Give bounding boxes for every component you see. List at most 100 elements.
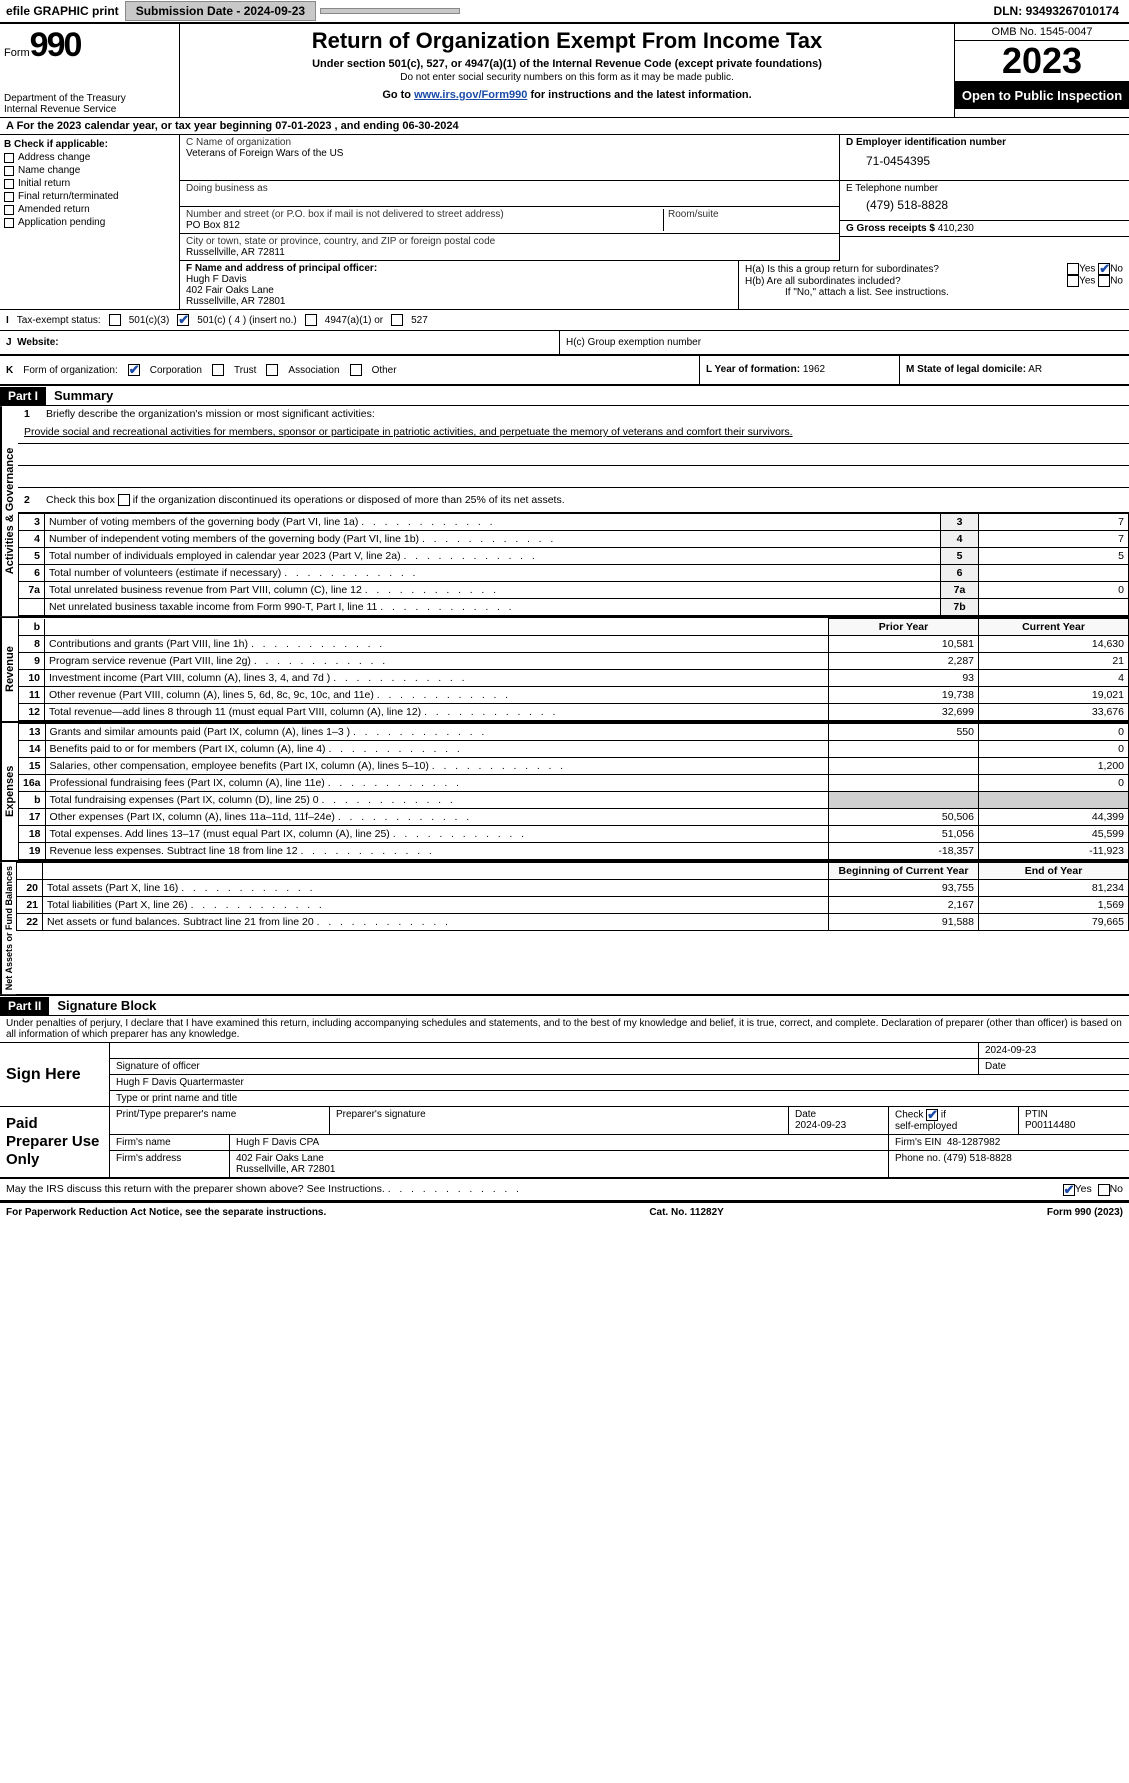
firm-name: Hugh F Davis CPA [230, 1135, 889, 1150]
k-form-row: KForm of organization: Corporation Trust… [0, 356, 1129, 386]
row-a-period: A For the 2023 calendar year, or tax yea… [0, 118, 1129, 135]
mission-blank-2 [18, 466, 1129, 488]
tax-exempt-row: I Tax-exempt status: 501(c)(3) 501(c) ( … [0, 310, 1129, 331]
submission-date-btn[interactable]: Submission Date - 2024-09-23 [125, 1, 316, 21]
table-row: 5Total number of individuals employed in… [19, 548, 1129, 565]
exp-table: 13Grants and similar amounts paid (Part … [18, 723, 1129, 860]
4947-chk[interactable] [305, 314, 317, 326]
table-row: 20Total assets (Part X, line 16)93,75581… [17, 880, 1129, 897]
part2-header: Part II Signature Block [0, 996, 1129, 1016]
part1-tab: Part I [0, 387, 46, 405]
top-bar: efile GRAPHIC print Submission Date - 20… [0, 0, 1129, 24]
domicile-val: AR [1028, 364, 1042, 375]
table-row: 11Other revenue (Part VIII, column (A), … [19, 687, 1129, 704]
discuss-yes-chk[interactable] [1063, 1184, 1075, 1196]
website-lbl: Website: [17, 337, 59, 348]
table-row: 12Total revenue—add lines 8 through 11 (… [19, 704, 1129, 721]
501c-chk[interactable] [177, 314, 189, 326]
line1-num: 1 [24, 408, 46, 420]
form-subtitle-1: Under section 501(c), 527, or 4947(a)(1)… [190, 58, 944, 70]
blank-btn[interactable] [320, 8, 460, 14]
line2-num: 2 [24, 494, 46, 506]
527-chk[interactable] [391, 314, 403, 326]
chk-address-change[interactable]: Address change [4, 152, 175, 163]
table-row: 18Total expenses. Add lines 13–17 (must … [19, 826, 1129, 843]
chk-name-change[interactable]: Name change [4, 165, 175, 176]
tel-val: (479) 518-8828 [846, 194, 1123, 212]
hdr-left: Form990 Department of the Treasury Inter… [0, 24, 180, 117]
irs-label: Internal Revenue Service [4, 104, 175, 115]
chk-initial-return[interactable]: Initial return [4, 178, 175, 189]
table-row: 6Total number of volunteers (estimate if… [19, 565, 1129, 582]
net-table: Beginning of Current Year End of Year 20… [16, 862, 1129, 931]
officer-name: Hugh F Davis Quartermaster [116, 1077, 244, 1088]
irs-link[interactable]: www.irs.gov/Form990 [414, 89, 527, 101]
room-lbl: Room/suite [668, 209, 719, 220]
hb-no-chk[interactable] [1098, 275, 1110, 287]
hdr-mid: Return of Organization Exempt From Incom… [180, 24, 954, 117]
gov-table: 3Number of voting members of the governi… [18, 513, 1129, 616]
line2-chk[interactable] [118, 494, 130, 506]
part2-title: Signature Block [49, 996, 164, 1015]
mission-blank-1 [18, 444, 1129, 466]
dln: DLN: 93493267010174 [994, 4, 1129, 18]
table-row: 17Other expenses (Part IX, column (A), l… [19, 809, 1129, 826]
table-row: 14Benefits paid to or for members (Part … [19, 741, 1129, 758]
col-b-hdr: B Check if applicable: [4, 139, 175, 150]
other-chk[interactable] [350, 364, 362, 376]
chk-amended[interactable]: Amended return [4, 204, 175, 215]
table-row: 16aProfessional fundraising fees (Part I… [19, 775, 1129, 792]
sect-governance: Activities & Governance 1 Briefly descri… [0, 406, 1129, 618]
trust-chk[interactable] [212, 364, 224, 376]
col-d: D Employer identification number 71-0454… [839, 135, 1129, 261]
side-revenue: Revenue [0, 618, 18, 721]
hdr-right: OMB No. 1545-0047 2023 Open to Public In… [954, 24, 1129, 117]
signature-block: Sign Here 2024-09-23 Signature of office… [0, 1043, 1129, 1179]
table-row: 9Program service revenue (Part VIII, lin… [19, 653, 1129, 670]
ein-lbl: D Employer identification number [846, 137, 1123, 148]
table-row: bTotal fundraising expenses (Part IX, co… [19, 792, 1129, 809]
corp-chk[interactable] [128, 364, 140, 376]
tel-lbl: E Telephone number [846, 183, 1123, 194]
perjury-decl: Under penalties of perjury, I declare th… [0, 1016, 1129, 1043]
org-name: Veterans of Foreign Wars of the US [186, 148, 833, 159]
sect-netassets: Net Assets or Fund Balances Beginning of… [0, 862, 1129, 996]
line2-text: Check this box if the organization disco… [46, 494, 565, 506]
501c3-chk[interactable] [109, 314, 121, 326]
table-row: 21Total liabilities (Part X, line 26)2,1… [17, 897, 1129, 914]
ha-yes-chk[interactable] [1067, 263, 1079, 275]
chk-app-pending[interactable]: Application pending [4, 217, 175, 228]
self-emp: Check ifself-employed [889, 1107, 1019, 1134]
officer-sig-date: 2024-09-23 [985, 1045, 1036, 1056]
chk-final-return[interactable]: Final return/terminated [4, 191, 175, 202]
discuss-no-chk[interactable] [1098, 1184, 1110, 1196]
gross-val: 410,230 [938, 223, 974, 234]
gross-lbl: G Gross receipts $ [846, 223, 935, 234]
col-c: C Name of organization Veterans of Forei… [180, 135, 839, 261]
hc-lbl: H(c) Group exemption number [560, 331, 1129, 354]
hb-yes-chk[interactable] [1067, 275, 1079, 287]
line1-prompt: Briefly describe the organization's miss… [46, 408, 375, 420]
assoc-chk[interactable] [266, 364, 278, 376]
side-governance: Activities & Governance [0, 406, 18, 616]
paid-preparer-label: Paid Preparer Use Only [0, 1107, 110, 1177]
firm-addr1: 402 Fair Oaks Lane [236, 1153, 324, 1164]
self-emp-chk[interactable] [926, 1109, 938, 1121]
curr-year-hdr: Current Year [979, 619, 1129, 636]
f-addr2: Russellville, AR 72801 [186, 296, 732, 307]
table-row: 8Contributions and grants (Part VIII, li… [19, 636, 1129, 653]
footer-formno: Form 990 (2023) [1047, 1207, 1123, 1218]
hnote: If "No," attach a list. See instructions… [745, 287, 1123, 298]
col-b-checkboxes: B Check if applicable: Address change Na… [0, 135, 180, 261]
type-print-lbl: Type or print name and title [116, 1093, 237, 1104]
dept-label: Department of the Treasury [4, 93, 175, 104]
ha-lbl: H(a) Is this a group return for subordin… [745, 264, 945, 275]
ptin-val: P00114480 [1025, 1120, 1075, 1131]
form-subtitle-2: Do not enter social security numbers on … [190, 72, 944, 83]
firm-addr-lbl: Firm's address [110, 1151, 230, 1177]
discuss-text: May the IRS discuss this return with the… [6, 1183, 385, 1195]
prior-year-hdr: Prior Year [829, 619, 979, 636]
form-subtitle-3: Go to www.irs.gov/Form990 for instructio… [190, 89, 944, 101]
ha-no-chk[interactable] [1098, 263, 1110, 275]
officer-sig-lbl: Signature of officer [116, 1061, 200, 1072]
